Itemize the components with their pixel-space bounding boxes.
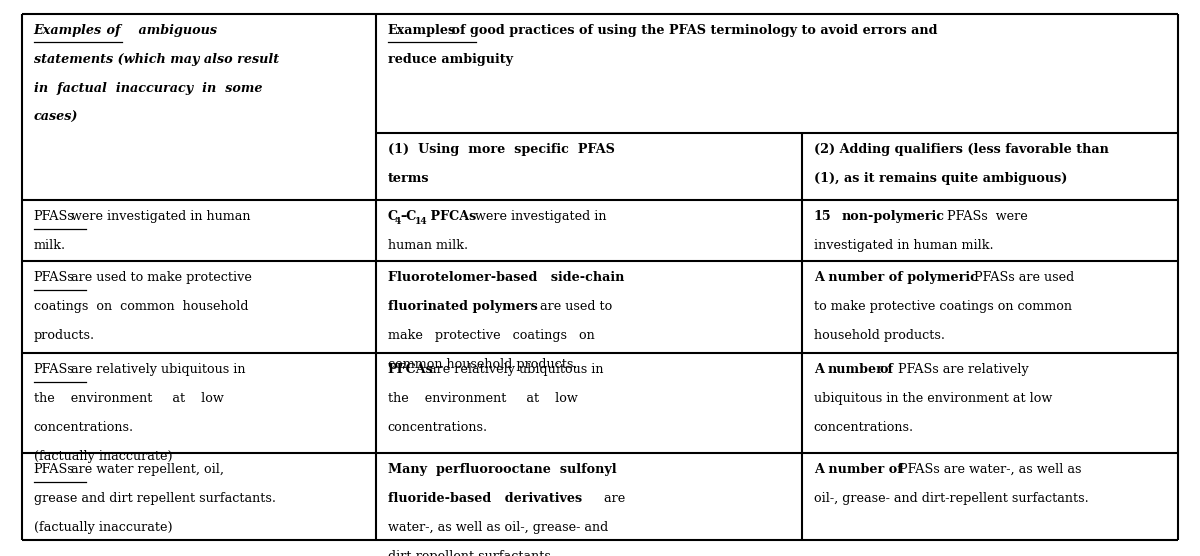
Text: products.: products.: [34, 329, 95, 342]
Text: (factually inaccurate): (factually inaccurate): [34, 521, 173, 534]
Text: PFASs: PFASs: [34, 210, 74, 223]
Text: (1)  Using  more  specific  PFAS: (1) Using more specific PFAS: [388, 143, 614, 156]
Text: concentrations.: concentrations.: [814, 421, 913, 434]
Text: PFASs are relatively: PFASs are relatively: [894, 363, 1028, 376]
Text: A number of: A number of: [814, 463, 902, 476]
Text: are: are: [596, 492, 625, 505]
Text: human milk.: human milk.: [388, 239, 468, 252]
Text: concentrations.: concentrations.: [388, 421, 487, 434]
Text: PFASs: PFASs: [34, 463, 74, 476]
Text: non-polymeric: non-polymeric: [842, 210, 944, 223]
Text: Examples: Examples: [388, 24, 456, 37]
Text: PFASs  were: PFASs were: [938, 210, 1027, 223]
Text: –C: –C: [401, 210, 416, 223]
Text: 4: 4: [395, 217, 401, 226]
Text: oil-, grease- and dirt-repellent surfactants.: oil-, grease- and dirt-repellent surfact…: [814, 492, 1088, 505]
Text: ubiquitous in the environment at low: ubiquitous in the environment at low: [814, 392, 1052, 405]
Text: terms: terms: [388, 172, 430, 185]
Text: are relatively ubiquitous in: are relatively ubiquitous in: [425, 363, 604, 376]
Text: A: A: [814, 363, 823, 376]
Text: household products.: household products.: [814, 329, 944, 342]
Text: statements (which may also result: statements (which may also result: [34, 53, 278, 66]
Text: Fluorotelomer-based   side-chain: Fluorotelomer-based side-chain: [388, 271, 624, 284]
Text: (2) Adding qualifiers (less favorable than: (2) Adding qualifiers (less favorable th…: [814, 143, 1109, 156]
Text: A number of polymeric: A number of polymeric: [814, 271, 978, 284]
Text: fluorinated polymers: fluorinated polymers: [388, 300, 538, 313]
Text: of    ambiguous: of ambiguous: [94, 24, 217, 37]
Text: were investigated in human: were investigated in human: [67, 210, 251, 223]
Text: 14: 14: [415, 217, 428, 226]
Text: PFASs: PFASs: [34, 271, 74, 284]
Text: are relatively ubiquitous in: are relatively ubiquitous in: [67, 363, 246, 376]
Text: the    environment     at    low: the environment at low: [388, 392, 577, 405]
Text: PFCAs: PFCAs: [426, 210, 476, 223]
Text: Examples: Examples: [34, 24, 102, 37]
Text: cases): cases): [34, 111, 78, 123]
Text: common household products.: common household products.: [388, 358, 577, 371]
Text: water-, as well as oil-, grease- and: water-, as well as oil-, grease- and: [388, 521, 608, 534]
Text: 15: 15: [814, 210, 832, 223]
Text: in  factual  inaccuracy  in  some: in factual inaccuracy in some: [34, 82, 262, 95]
Text: coatings  on  common  household: coatings on common household: [34, 300, 248, 313]
Text: reduce ambiguity: reduce ambiguity: [388, 53, 512, 66]
Text: to make protective coatings on common: to make protective coatings on common: [814, 300, 1072, 313]
Text: PFASs: PFASs: [34, 363, 74, 376]
Text: grease and dirt repellent surfactants.: grease and dirt repellent surfactants.: [34, 492, 276, 505]
Text: were investigated in: were investigated in: [470, 210, 606, 223]
Text: are water repellent, oil,: are water repellent, oil,: [67, 463, 224, 476]
Text: PFASs are used: PFASs are used: [970, 271, 1074, 284]
Text: investigated in human milk.: investigated in human milk.: [814, 239, 994, 252]
Text: are used to make protective: are used to make protective: [67, 271, 252, 284]
Text: Many  perfluorooctane  sulfonyl: Many perfluorooctane sulfonyl: [388, 463, 617, 476]
Text: (factually inaccurate): (factually inaccurate): [34, 450, 173, 463]
Text: (1), as it remains quite ambiguous): (1), as it remains quite ambiguous): [814, 172, 1067, 185]
Text: C: C: [388, 210, 397, 223]
Text: dirt-repellent surfactants.: dirt-repellent surfactants.: [388, 550, 554, 556]
Text: make   protective   coatings   on: make protective coatings on: [388, 329, 594, 342]
Text: PFASs are water-, as well as: PFASs are water-, as well as: [895, 463, 1082, 476]
Text: of good practices of using the PFAS terminology to avoid errors and: of good practices of using the PFAS term…: [448, 24, 937, 37]
Text: fluoride-based   derivatives: fluoride-based derivatives: [388, 492, 582, 505]
Text: milk.: milk.: [34, 239, 66, 252]
Text: number: number: [828, 363, 883, 376]
Text: PFCAs: PFCAs: [388, 363, 433, 376]
Text: are used to: are used to: [536, 300, 613, 313]
Text: of: of: [880, 363, 893, 376]
Text: concentrations.: concentrations.: [34, 421, 133, 434]
Text: the    environment     at    low: the environment at low: [34, 392, 223, 405]
